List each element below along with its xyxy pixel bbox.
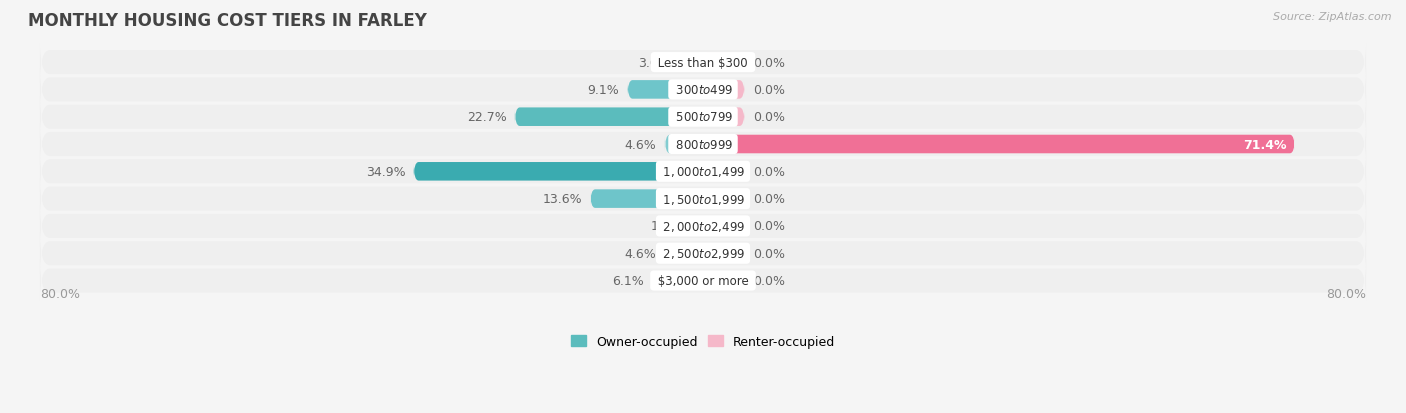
FancyBboxPatch shape [703, 54, 744, 72]
Text: 9.1%: 9.1% [588, 84, 619, 97]
FancyBboxPatch shape [703, 163, 744, 181]
Text: 80.0%: 80.0% [1326, 287, 1367, 300]
Text: Source: ZipAtlas.com: Source: ZipAtlas.com [1274, 12, 1392, 22]
FancyBboxPatch shape [665, 135, 703, 154]
Text: 0.0%: 0.0% [752, 192, 785, 206]
FancyBboxPatch shape [627, 81, 703, 100]
FancyBboxPatch shape [39, 42, 1367, 84]
FancyBboxPatch shape [39, 151, 1367, 192]
FancyBboxPatch shape [703, 190, 744, 209]
FancyBboxPatch shape [665, 244, 703, 263]
FancyBboxPatch shape [591, 190, 703, 209]
Text: 71.4%: 71.4% [1243, 138, 1286, 151]
Text: $1,000 to $1,499: $1,000 to $1,499 [659, 165, 747, 179]
FancyBboxPatch shape [703, 81, 744, 100]
FancyBboxPatch shape [39, 206, 1367, 247]
FancyBboxPatch shape [39, 69, 1367, 111]
FancyBboxPatch shape [703, 217, 744, 236]
Text: 6.1%: 6.1% [613, 274, 644, 287]
Text: 1.5%: 1.5% [651, 220, 682, 233]
FancyBboxPatch shape [678, 54, 703, 72]
Text: $2,000 to $2,499: $2,000 to $2,499 [659, 219, 747, 233]
Text: 3.0%: 3.0% [638, 57, 669, 69]
Text: $300 to $499: $300 to $499 [672, 84, 734, 97]
Text: 4.6%: 4.6% [624, 138, 657, 151]
Text: 0.0%: 0.0% [752, 220, 785, 233]
Text: 4.6%: 4.6% [624, 247, 657, 260]
FancyBboxPatch shape [39, 260, 1367, 301]
Text: $800 to $999: $800 to $999 [672, 138, 734, 151]
Text: 34.9%: 34.9% [366, 165, 405, 178]
FancyBboxPatch shape [515, 108, 703, 127]
FancyBboxPatch shape [703, 108, 744, 127]
Text: 0.0%: 0.0% [752, 84, 785, 97]
Text: Less than $300: Less than $300 [654, 57, 752, 69]
FancyBboxPatch shape [703, 272, 744, 290]
Legend: Owner-occupied, Renter-occupied: Owner-occupied, Renter-occupied [568, 331, 838, 351]
FancyBboxPatch shape [413, 163, 703, 181]
FancyBboxPatch shape [652, 272, 703, 290]
Text: $500 to $799: $500 to $799 [672, 111, 734, 124]
Text: 80.0%: 80.0% [39, 287, 80, 300]
FancyBboxPatch shape [39, 124, 1367, 165]
FancyBboxPatch shape [690, 217, 703, 236]
FancyBboxPatch shape [703, 135, 1295, 154]
Text: 0.0%: 0.0% [752, 111, 785, 124]
Text: 0.0%: 0.0% [752, 247, 785, 260]
FancyBboxPatch shape [39, 233, 1367, 274]
Text: $1,500 to $1,999: $1,500 to $1,999 [659, 192, 747, 206]
Text: 13.6%: 13.6% [543, 192, 582, 206]
Text: 0.0%: 0.0% [752, 165, 785, 178]
FancyBboxPatch shape [703, 244, 744, 263]
Text: 0.0%: 0.0% [752, 57, 785, 69]
Text: $3,000 or more: $3,000 or more [654, 274, 752, 287]
FancyBboxPatch shape [39, 97, 1367, 138]
Text: 0.0%: 0.0% [752, 274, 785, 287]
FancyBboxPatch shape [39, 178, 1367, 220]
Text: MONTHLY HOUSING COST TIERS IN FARLEY: MONTHLY HOUSING COST TIERS IN FARLEY [28, 12, 427, 30]
Text: 22.7%: 22.7% [467, 111, 506, 124]
Text: $2,500 to $2,999: $2,500 to $2,999 [659, 247, 747, 261]
